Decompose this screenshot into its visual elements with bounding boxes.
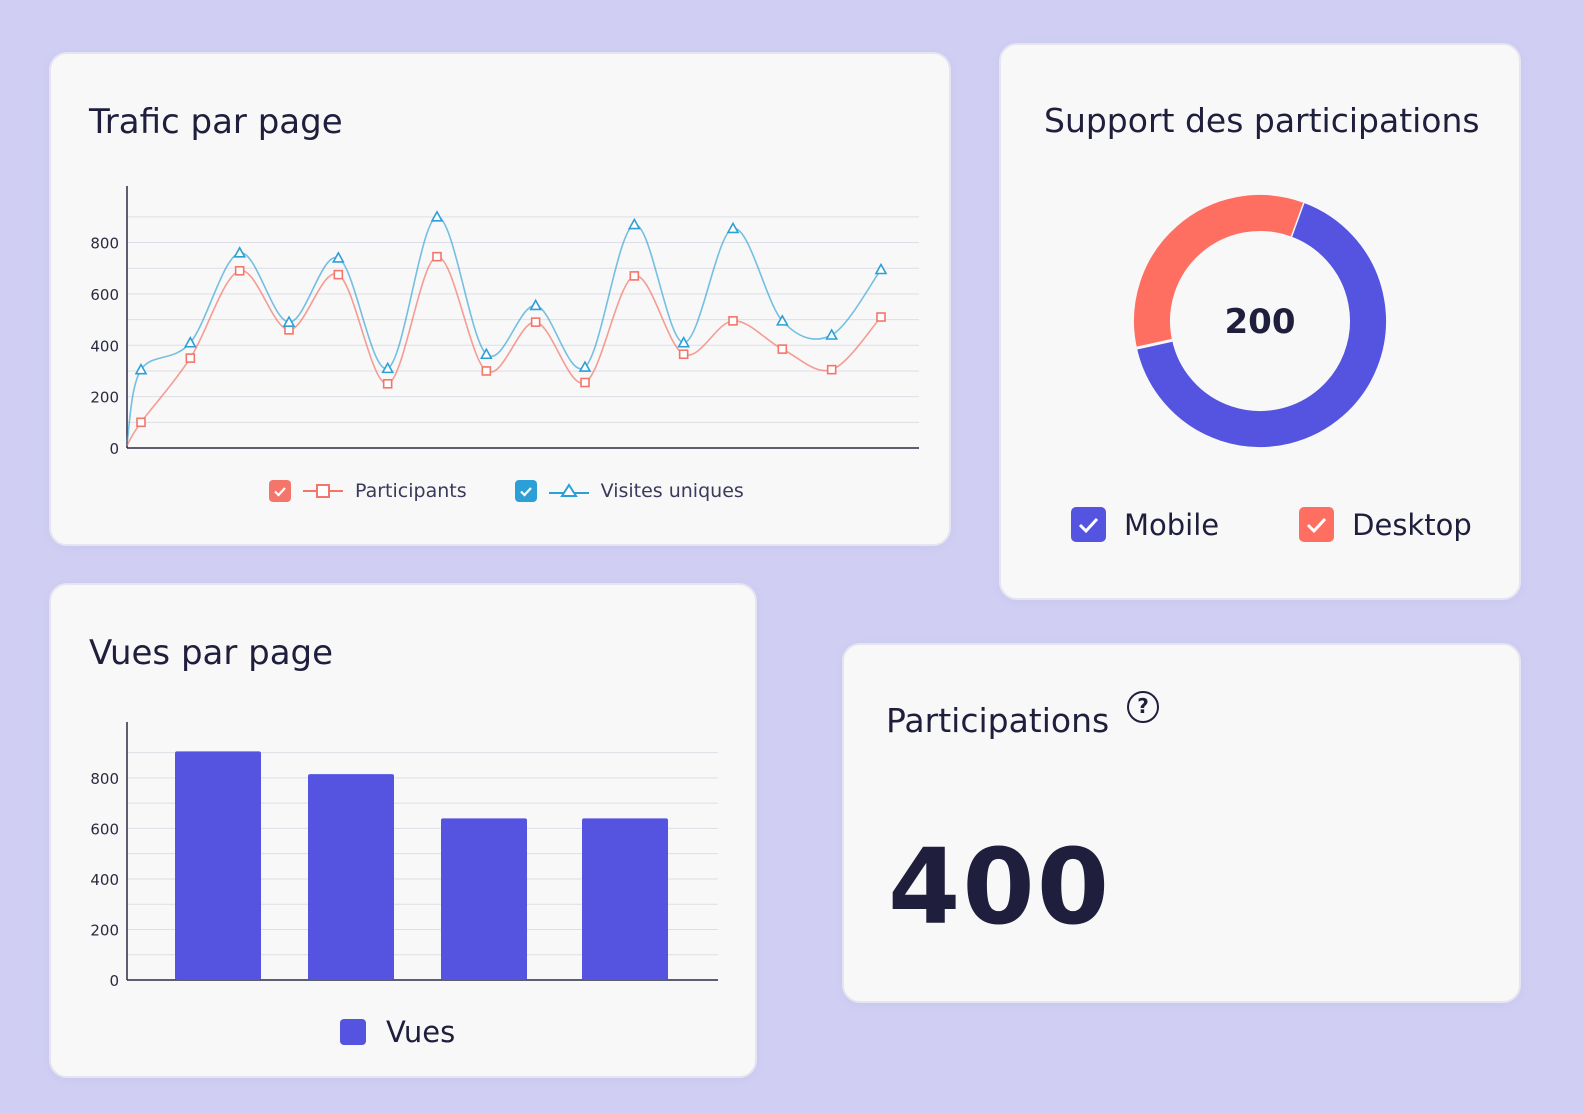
data-point-participants: [826, 364, 837, 375]
kpi-value: 400: [888, 826, 1112, 948]
data-point-participants: [185, 353, 196, 363]
views-title: Vues par page: [89, 633, 334, 673]
data-point-visites: [578, 360, 592, 372]
data-point-visites: [430, 210, 444, 222]
data-point-participants: [530, 317, 541, 327]
donut-legend: Mobile Desktop: [1071, 507, 1552, 542]
legend-swatch: [340, 1019, 366, 1045]
data-point-visites: [233, 246, 247, 258]
traffic-legend: Participants Visites uniques: [269, 480, 792, 502]
donut-slice-mobile: [1136, 202, 1386, 447]
data-point-participants: [580, 377, 590, 388]
y-tick-label: 800: [90, 235, 119, 253]
data-point-visites: [529, 298, 543, 311]
y-tick-label: 200: [90, 389, 119, 407]
kpi-card: Participations ? 400: [842, 643, 1521, 1003]
data-point-participants: [876, 312, 886, 322]
y-tick-label: 400: [90, 337, 119, 355]
data-point-visites: [381, 361, 395, 374]
data-point-visites: [677, 336, 691, 348]
y-tick-label: 600: [90, 286, 119, 304]
y-tick-label: 400: [90, 871, 119, 889]
y-tick-label: 800: [90, 770, 119, 788]
traffic-card: Trafic par page 0 200 400 600 800 Participan…: [49, 52, 951, 546]
support-card: Support des participations 200 Mobile De…: [999, 43, 1521, 600]
views-bar-chart: 0 200 400 600 800: [90, 722, 718, 990]
y-tick-label: 200: [90, 921, 119, 939]
legend-label-vues: Vues: [386, 1015, 456, 1049]
data-point-visites: [874, 262, 888, 275]
data-point-participants: [432, 251, 442, 262]
data-point-visites: [775, 314, 789, 326]
y-tick-label: 0: [109, 440, 119, 458]
donut-slice-desktop: [1134, 195, 1304, 349]
y-tick-label: 0: [109, 972, 119, 990]
triangle-marker-icon: [548, 483, 589, 497]
data-point-visites: [282, 315, 296, 327]
series-line-participants: [126, 255, 882, 446]
data-point-visites: [479, 347, 493, 360]
traffic-line-chart: 0 200 400 600 800: [90, 186, 919, 458]
legend-label-desktop: Desktop: [1352, 507, 1472, 542]
views-legend[interactable]: Vues: [340, 1015, 455, 1049]
bar: [441, 818, 527, 980]
data-point-visites: [627, 217, 641, 230]
data-point-participants: [481, 366, 492, 376]
kpi-title: Participations: [886, 701, 1110, 740]
slice-separator: [1289, 202, 1305, 237]
data-point-participants: [777, 344, 788, 354]
data-point-visites: [331, 251, 345, 263]
bar: [175, 751, 261, 980]
legend-label-participants: Participants: [355, 480, 467, 502]
legend-label-mobile: Mobile: [1124, 507, 1220, 542]
checkbox-icon[interactable]: [1071, 507, 1106, 542]
data-point-participants: [678, 349, 689, 360]
square-marker-icon: [303, 484, 343, 498]
support-title: Support des participations: [1044, 101, 1480, 140]
data-point-visites: [183, 336, 197, 348]
views-card: Vues par page 0 200 400 600 800 Vues: [49, 583, 757, 1078]
data-point-participants: [629, 271, 640, 281]
data-point-participants: [234, 265, 245, 276]
question-circle-icon[interactable]: ?: [1127, 691, 1159, 723]
checkbox-icon[interactable]: [1299, 507, 1335, 542]
data-point-participants: [728, 316, 738, 326]
legend-label-visites: Visites uniques: [600, 480, 744, 502]
traffic-title: Trafic par page: [89, 102, 343, 142]
data-point-participants: [284, 325, 294, 335]
data-point-participants: [333, 269, 344, 280]
legend-item-desktop[interactable]: Desktop: [1299, 507, 1472, 542]
legend-item-participants[interactable]: Participants: [269, 480, 467, 502]
bar: [582, 818, 668, 980]
data-point-participants: [382, 378, 393, 389]
checkbox-icon[interactable]: [269, 480, 291, 502]
y-tick-label: 600: [90, 820, 119, 838]
data-point-visites: [134, 363, 148, 375]
data-point-visites: [726, 221, 740, 234]
data-point-participants: [136, 417, 146, 428]
donut-center-value: 200: [1225, 302, 1296, 342]
legend-item-mobile[interactable]: Mobile: [1071, 507, 1219, 542]
bar: [308, 774, 394, 980]
data-point-visites: [825, 328, 839, 340]
slice-separator: [1136, 338, 1173, 350]
legend-item-visites[interactable]: Visites uniques: [514, 480, 744, 502]
support-donut-chart: 200: [1134, 195, 1386, 447]
checkbox-icon[interactable]: [514, 480, 537, 502]
